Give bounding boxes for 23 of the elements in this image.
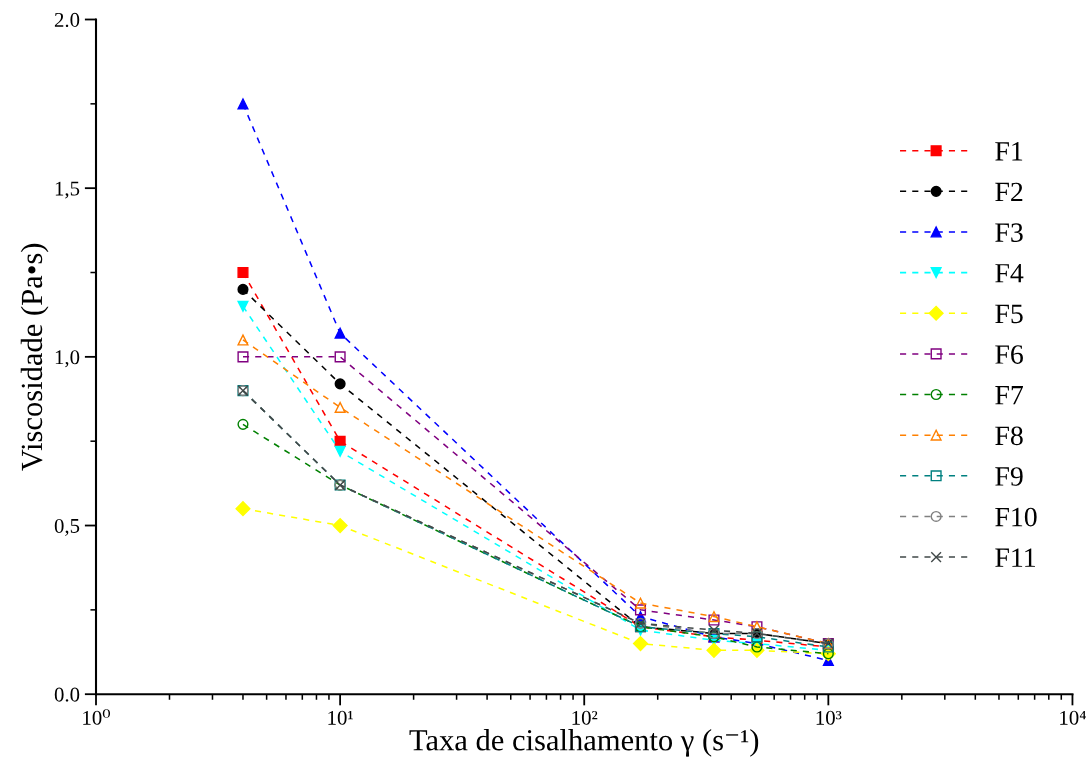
legend-label: F5: [995, 304, 1023, 324]
legend-label: F11: [995, 548, 1035, 567]
legend-label: F3: [995, 223, 1023, 242]
legend-label: F9: [995, 467, 1023, 486]
x-tick-label: 10⁰: [83, 709, 111, 725]
x-tick-label: 10³: [816, 710, 842, 725]
y-tick-label: 0.0: [54, 687, 80, 702]
legend-label: F6: [995, 345, 1023, 364]
y-tick-label: 2.0: [54, 12, 80, 28]
y-tick-label: 1,5: [55, 181, 80, 199]
legend-label: F7: [995, 386, 1023, 405]
x-tick-label: 10⁴: [1060, 710, 1086, 725]
x-tick-label: 10¹: [328, 710, 353, 725]
legend-label: F10: [995, 507, 1037, 527]
legend-label: F4: [995, 264, 1024, 283]
legend-label: F1: [995, 142, 1023, 161]
x-tick-label: 10²: [572, 710, 598, 725]
y-tick-label: 0,5: [54, 518, 80, 536]
legend-label: F2: [995, 182, 1023, 202]
x-axis-title: Taxa de cisalhamento γ (s⁻¹): [409, 729, 759, 757]
legend-label: F8: [995, 426, 1023, 446]
y-axis-title: Viscosidade (Pa•s): [20, 243, 49, 471]
y-tick-label: 1,0: [55, 350, 80, 368]
